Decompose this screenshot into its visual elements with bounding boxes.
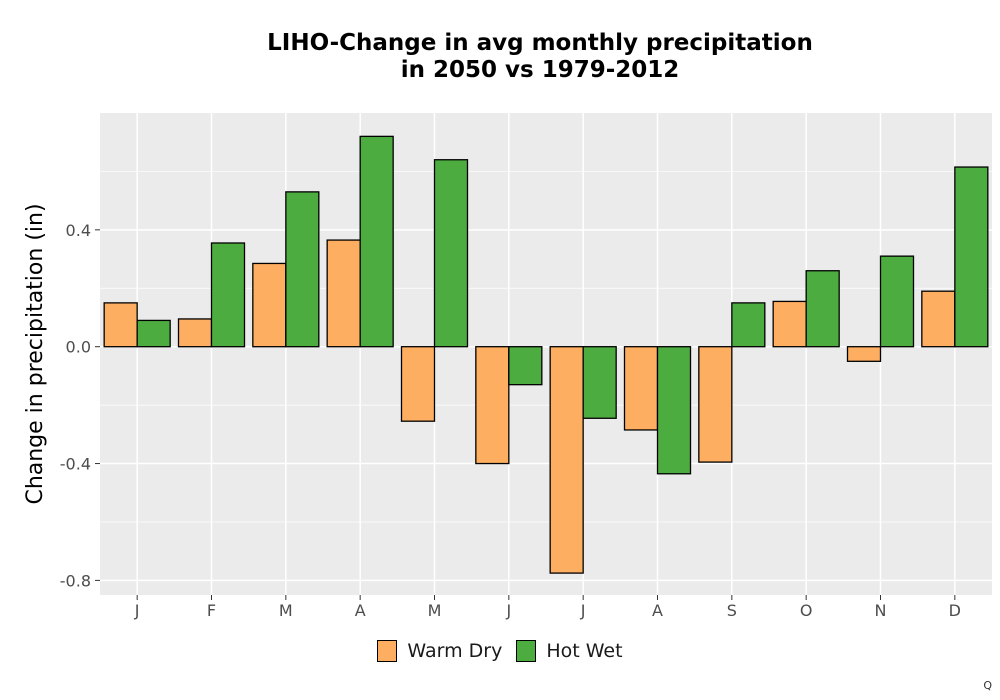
bar-warm-dry-4 xyxy=(400,346,436,422)
bar-warm-dry-1 xyxy=(177,318,213,348)
x-tick-label: O xyxy=(800,601,813,620)
bar-hot-wet-5 xyxy=(508,346,543,386)
x-tick-label: J xyxy=(134,601,140,620)
legend-item: Hot Wet xyxy=(516,640,623,662)
bar-warm-dry-3 xyxy=(326,239,361,348)
bar-hot-wet-0 xyxy=(136,319,171,348)
bars xyxy=(103,135,989,574)
plot-panel xyxy=(100,113,992,595)
x-tick-label: J xyxy=(580,601,586,620)
bar-hot-wet-8 xyxy=(731,302,766,348)
legend-label: Warm Dry xyxy=(407,640,503,662)
y-tick-label: 0.0 xyxy=(66,338,91,357)
legend-swatch xyxy=(377,640,398,662)
chart-title-line-2: in 2050 vs 1979-2012 xyxy=(400,57,680,83)
legend-item: Warm Dry xyxy=(377,640,502,662)
legend: Warm Dry Hot Wet xyxy=(0,640,1000,662)
y-tick-label: -0.8 xyxy=(60,571,91,590)
x-tick-label: S xyxy=(727,601,737,620)
legend-swatch xyxy=(516,640,537,662)
bar-hot-wet-4 xyxy=(433,159,469,348)
bar-hot-wet-1 xyxy=(210,242,246,348)
bar-warm-dry-7 xyxy=(623,346,659,431)
bar-hot-wet-6 xyxy=(582,346,617,419)
bar-warm-dry-11 xyxy=(921,290,956,348)
x-tick-label: N xyxy=(875,601,887,620)
chart-title: LIHO-Change in avg monthly precipitation… xyxy=(100,30,980,84)
bar-warm-dry-10 xyxy=(846,346,882,362)
bar-hot-wet-3 xyxy=(359,135,394,348)
y-axis-ticks: 0.4 0.0 -0.4 -0.8 xyxy=(60,221,100,590)
bar-hot-wet-9 xyxy=(805,270,840,348)
bar-hot-wet-11 xyxy=(954,166,989,348)
y-tick-label: -0.4 xyxy=(60,455,91,474)
bar-warm-dry-8 xyxy=(698,346,733,463)
bar-warm-dry-5 xyxy=(475,346,510,465)
y-axis-label: Change in precipitation (in) xyxy=(23,203,48,504)
bar-warm-dry-2 xyxy=(252,262,287,348)
bar-hot-wet-10 xyxy=(879,255,915,348)
bar-hot-wet-2 xyxy=(285,191,320,348)
x-tick-label: F xyxy=(207,601,216,620)
bar-warm-dry-0 xyxy=(103,302,138,348)
x-tick-label: M xyxy=(428,601,442,620)
chart-title-line-1: LIHO-Change in avg monthly precipitation xyxy=(267,30,813,56)
bar-hot-wet-7 xyxy=(656,346,692,475)
x-tick-label: A xyxy=(652,601,663,620)
y-tick-label: 0.4 xyxy=(66,221,91,240)
x-tick-label: D xyxy=(949,601,961,620)
bar-warm-dry-9 xyxy=(772,300,807,348)
x-tick-label: A xyxy=(355,601,366,620)
x-tick-label: J xyxy=(505,601,511,620)
legend-label: Hot Wet xyxy=(546,640,623,662)
corner-mark: Q xyxy=(983,679,992,692)
x-tick-label: M xyxy=(279,601,293,620)
bar-warm-dry-6 xyxy=(549,346,584,574)
